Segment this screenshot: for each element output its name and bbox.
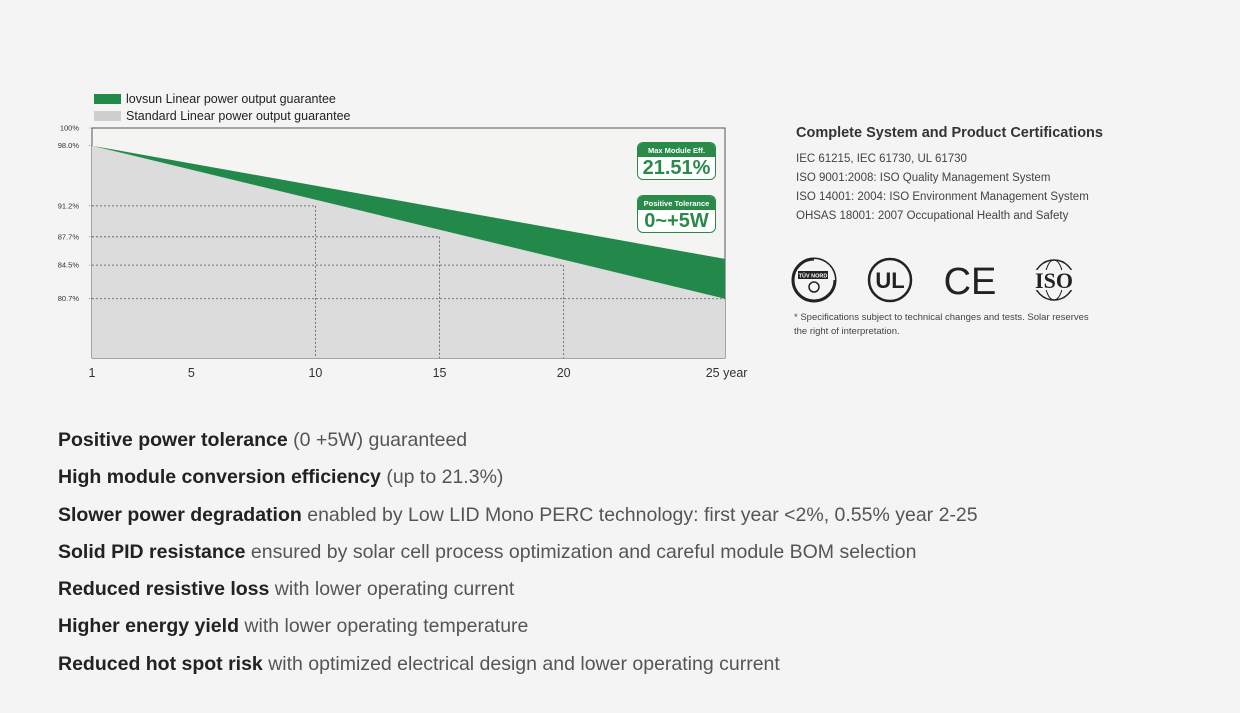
x-tick-label: 15 [433,366,447,380]
standard-guarantee-area [92,145,725,358]
y-tick-label: 100% [60,124,80,133]
tuv-logo-text: TÜV NORD [799,273,828,280]
feature-rest: with optimized electrical design and low… [268,652,780,675]
feature-rest: enabled by Low LID Mono PERC technology:… [307,503,978,526]
badge-value: 21.51% [642,157,711,179]
feature-item: Positive power tolerance (0 +5W) guarant… [58,427,978,464]
max-efficiency-badge: Max Module Eff. 21.51% [637,142,716,180]
power-warranty-chart: 100% 98.0% 91.2% 87.7% 84.5% 80.7% 1 5 10 15 20 25 … [0,0,760,400]
tuv-rheinland-logo: TÜV NORD [791,257,837,303]
cert-line: ISO 14001: 2004: ISO Environment Managem… [796,191,1089,203]
ce-mark-logo: CE [944,261,997,303]
ul-logo-text: UL [875,268,904,293]
certifications-panel: Complete System and Product Certificatio… [796,125,1196,226]
certifications-title: Complete System and Product Certificatio… [796,125,1103,141]
badge-title: Max Module Eff. [638,143,715,157]
positive-tolerance-badge: Positive Tolerance 0~+5W [637,195,716,233]
feature-item: Reduced resistive loss with lower operat… [58,576,978,613]
x-tick-label: 5 [188,366,195,380]
x-tick-label: 1 [89,366,96,380]
badge-title: Positive Tolerance [638,196,715,210]
y-tick-label: 80.7% [58,294,80,303]
feature-item: Slower power degradation enabled by Low … [58,502,978,539]
feature-bold: Reduced resistive loss [58,578,270,601]
legend-label: Standard Linear power output guarantee [126,109,351,123]
legend-item-lovsun: lovsun Linear power output guarantee [94,92,336,106]
feature-bold: Reduced hot spot risk [58,652,263,675]
feature-item: High module conversion efficiency (up to… [58,464,978,501]
iso-logo: ISO [1030,259,1078,301]
feature-item: Solid PID resistance ensured by solar ce… [58,539,978,576]
feature-item: Reduced hot spot risk with optimized ele… [58,651,978,688]
feature-rest: (0 +5W) guaranteed [293,429,468,451]
legend-item-standard: Standard Linear power output guarantee [94,109,350,123]
x-tick-label: 20 [557,366,571,380]
y-tick-label: 84.5% [58,261,80,270]
feature-rest: with lower operating current [274,578,515,601]
feature-rest: (up to 21.3%) [386,466,504,489]
cert-line: ISO 9001:2008: ISO Quality Management Sy… [796,172,1051,184]
badge-value: 0~+5W [644,210,709,232]
feature-bold: Higher energy yield [58,615,239,638]
certification-logos: TÜV NORD UL CE ISO [790,256,1110,304]
feature-list: Positive power tolerance (0 +5W) guarant… [58,427,978,688]
y-tick-label: 87.7% [58,232,80,241]
y-tick-label: 91.2% [58,201,80,210]
legend-swatch-green [94,94,121,104]
ce-logo-text: CE [944,261,997,303]
feature-bold: Solid PID resistance [58,540,246,563]
iso-logo-text: ISO [1035,268,1073,293]
ul-logo: UL [867,257,913,303]
legend-label: lovsun Linear power output guarantee [126,92,336,106]
x-tick-label: 10 [308,366,322,380]
legend-swatch-gray [94,111,121,121]
feature-bold: Slower power degradation [58,503,302,526]
feature-rest: ensured by solar cell process optimizati… [250,540,917,563]
x-tick-label: 25 year [706,366,748,380]
feature-bold: High module conversion efficiency [58,466,381,489]
specifications-note: * Specifications subject to technical ch… [794,312,1089,337]
feature-rest: with lower operating temperature [244,615,529,638]
cert-line: OHSAS 18001: 2007 Occupational Health an… [796,210,1069,222]
lovsun-guarantee-area [92,145,725,299]
feature-item: Higher energy yield with lower operating… [58,613,978,650]
cert-line: IEC 61215, IEC 61730, UL 61730 [796,153,967,165]
y-tick-label: 98.0% [58,141,80,150]
feature-bold: Positive power tolerance [58,429,288,451]
chart-canvas: 100%98.0%91.2%87.7%84.5%80.7%1 5 10 15 20 25 … [58,124,748,381]
